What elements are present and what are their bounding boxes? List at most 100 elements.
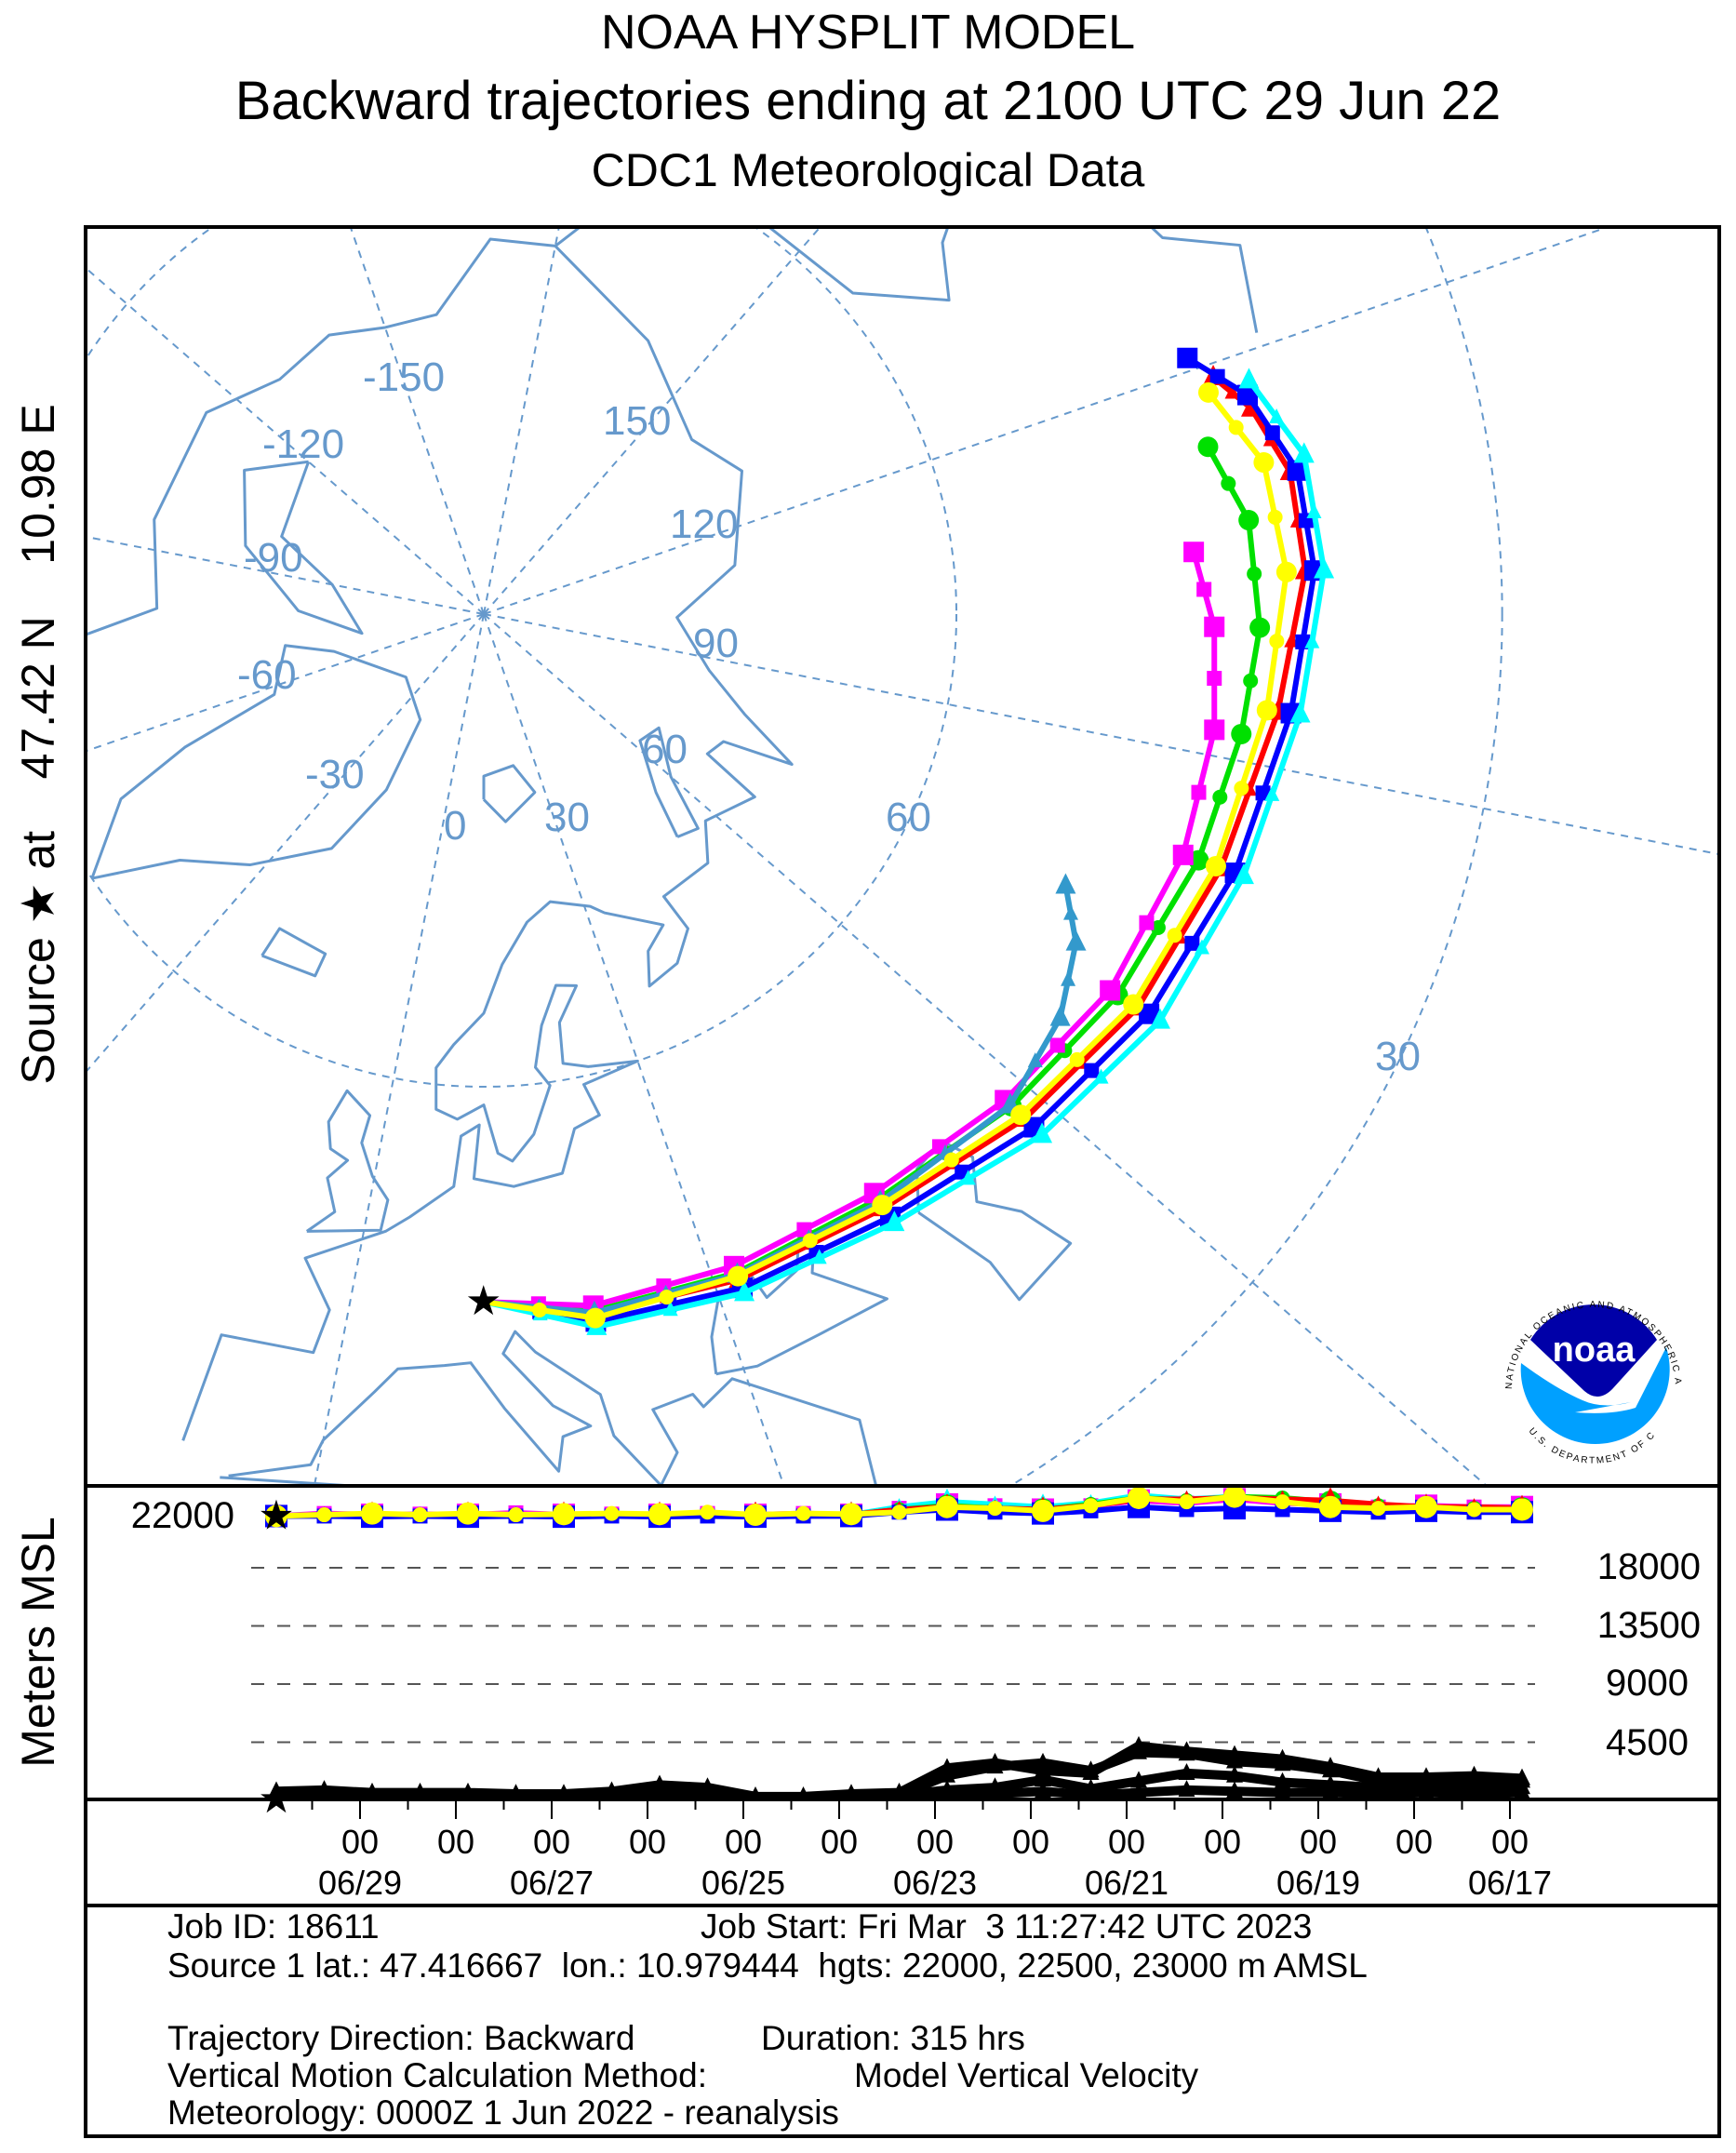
- trajectory-magenta: [483, 551, 1218, 1309]
- x-tick-hour: 00: [725, 1823, 762, 1861]
- height-marker: [795, 1505, 811, 1521]
- height-marker: [1130, 1742, 1147, 1759]
- height-panel: 22000 18000 13500 9000 4500 ★: [84, 1484, 1721, 1801]
- x-tick-hour: 00: [1300, 1823, 1337, 1861]
- trajectory-marker: [584, 1307, 606, 1329]
- trajectory-marker: [1209, 368, 1225, 384]
- trajectory-marker: [1255, 785, 1271, 801]
- x-tick-date: 06/23: [893, 1864, 977, 1902]
- height-marker: [361, 1502, 383, 1525]
- map-panel: ★ -150 150 -120 120 -90 90 -60 60 -30 30…: [84, 225, 1721, 1488]
- lon-label: 90: [693, 621, 739, 666]
- lon-label: -30: [305, 752, 365, 797]
- height-marker: [1082, 1760, 1100, 1778]
- height-marker: [1322, 1760, 1339, 1778]
- ytick-4500: 4500: [1606, 1722, 1689, 1763]
- height-marker: [1035, 1769, 1051, 1786]
- height-marker: [366, 1786, 379, 1799]
- height-marker: [412, 1507, 428, 1523]
- coastline: [710, 1231, 888, 1376]
- lon-label: 0: [444, 803, 466, 849]
- source-label: Source ★ at 47.42 N 10.98 E: [12, 404, 64, 1084]
- source-star-icon: ★: [258, 1492, 294, 1538]
- height-marker: [509, 1786, 523, 1799]
- trajectory-marker: [943, 1152, 959, 1168]
- height-marker: [605, 1786, 619, 1799]
- height-marker: [1370, 1501, 1386, 1517]
- coastline: [243, 460, 364, 635]
- trajectory-marker: [1093, 1068, 1109, 1084]
- trajectory-marker: [1238, 510, 1260, 531]
- height-marker: [1465, 1769, 1483, 1786]
- vertical-motion-value: Model Vertical Velocity: [854, 2056, 1199, 2094]
- trajectory-marker: [728, 1265, 749, 1287]
- trajectory-marker: [1247, 566, 1262, 582]
- x-tick-date: 06/27: [510, 1864, 594, 1902]
- height-marker: [749, 1787, 762, 1799]
- lon-label: 120: [670, 501, 738, 547]
- coastline: [638, 726, 700, 838]
- height-marker: [1466, 1784, 1482, 1799]
- trajectory-marker: [1069, 1051, 1085, 1067]
- trajectory-marker: [1065, 929, 1087, 951]
- trajectory-marker: [1264, 425, 1280, 441]
- trajectory-marker: [734, 1280, 755, 1302]
- trajectory-marker: [1253, 452, 1275, 474]
- lon-label: 60: [642, 727, 688, 772]
- trajectory-marker: [531, 1302, 547, 1317]
- trajectory-marker: [1287, 460, 1308, 481]
- trajectory-marker: [1314, 557, 1335, 579]
- trajectory-marker: [1196, 582, 1212, 597]
- map-layer: ★: [86, 227, 1719, 1486]
- trajectory-marker: [1289, 702, 1311, 723]
- height-marker: [1226, 1765, 1243, 1783]
- height-marker: [1511, 1498, 1533, 1521]
- height-gridlines: [251, 1566, 1535, 1744]
- height-marker: [1035, 1781, 1051, 1799]
- height-frame: [84, 1484, 1721, 1801]
- trajectory-marker: [1234, 781, 1249, 796]
- trajectory-marker: [1084, 1063, 1100, 1078]
- ytick-13500: 13500: [1597, 1605, 1701, 1646]
- height-marker: [1466, 1502, 1482, 1518]
- height-marker: [413, 1786, 427, 1799]
- trajectory-marker: [1228, 420, 1244, 435]
- height-marker: [1370, 1784, 1386, 1799]
- height-marker: [936, 1495, 958, 1518]
- x-tick-date: 06/21: [1085, 1864, 1168, 1902]
- trajectory-marker: [1123, 994, 1144, 1015]
- trajectory-marker: [872, 1195, 893, 1216]
- height-marker: [892, 1786, 906, 1799]
- coastline: [220, 1330, 878, 1486]
- x-tick-hour: 00: [916, 1823, 954, 1861]
- trajectory-marker: [1172, 844, 1194, 865]
- coastline: [305, 1089, 390, 1233]
- y-axis-label: Meters MSL: [12, 1517, 64, 1768]
- height-marker: [653, 1786, 666, 1799]
- source-star-icon: ★: [465, 1278, 501, 1324]
- trajectory-marker: [811, 1249, 827, 1264]
- title-line2: Backward trajectories ending at 2100 UTC…: [235, 71, 1502, 131]
- coastline: [554, 227, 1259, 333]
- trajectory-marker: [1236, 384, 1258, 406]
- trajectory-marker: [802, 1233, 818, 1249]
- x-tick-hour: 00: [1491, 1823, 1529, 1861]
- trajectory-marker: [1306, 503, 1322, 519]
- height-marker: [508, 1507, 524, 1523]
- trajectory-marker: [1205, 855, 1226, 876]
- height-plot: ★: [258, 1486, 1533, 1799]
- height-marker: [1223, 1486, 1246, 1508]
- x-tick-hour: 00: [533, 1823, 570, 1861]
- height-marker: [457, 1502, 479, 1525]
- trajectory-marker: [1197, 381, 1219, 403]
- trajectory-direction: Trajectory Direction: Backward: [167, 2019, 634, 2057]
- trajectory-marker: [1256, 700, 1277, 721]
- height-marker: [1514, 1782, 1530, 1799]
- x-tick-hour: 00: [1204, 1823, 1241, 1861]
- trajectory-marker: [1061, 970, 1076, 986]
- meridian-line: [483, 227, 1611, 615]
- trajectory-green: [483, 445, 1263, 1315]
- trajectory-marker: [1269, 408, 1285, 423]
